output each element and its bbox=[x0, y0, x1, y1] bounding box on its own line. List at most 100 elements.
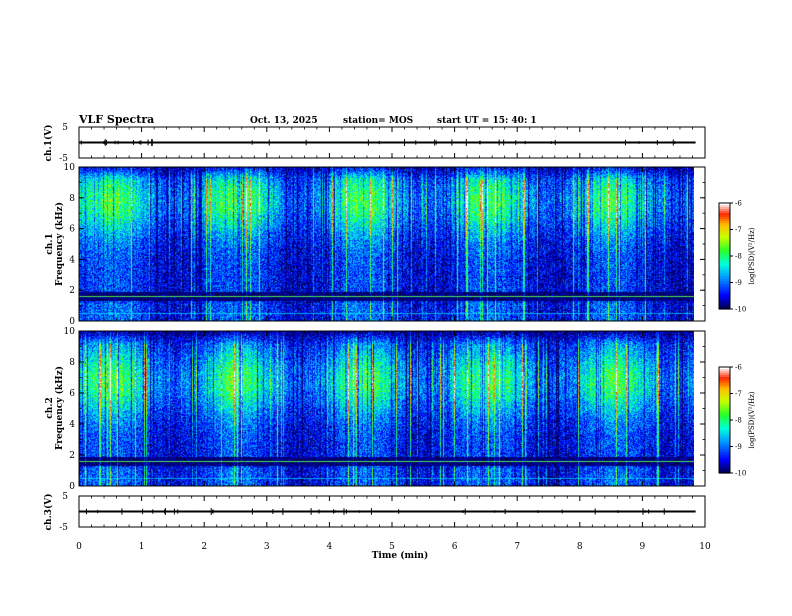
colorbar-cell bbox=[719, 237, 730, 240]
colorbar-cell bbox=[719, 463, 730, 466]
colorbar-cell bbox=[719, 417, 730, 420]
y-tick-label: 10 bbox=[64, 327, 76, 337]
colorbar-tick-label: -10 bbox=[735, 306, 746, 314]
colorbar-tick-label: -7 bbox=[735, 390, 742, 398]
colorbar-cell bbox=[719, 289, 730, 292]
ch1-waveform-ylabel: ch.1(V) bbox=[43, 125, 54, 162]
colorbar-cell bbox=[719, 369, 730, 372]
colorbar-cell bbox=[719, 379, 730, 382]
colorbar-cell bbox=[719, 461, 730, 464]
ch2-colorbar: -6 -7 -8 -9 -10 log(PSD)(V²/Hz) bbox=[718, 364, 756, 478]
x-tick-label: 5 bbox=[389, 542, 395, 552]
colorbar-cell bbox=[719, 291, 730, 294]
colorbar-cell bbox=[719, 285, 730, 288]
colorbar-cell bbox=[719, 469, 730, 472]
colorbar-cell bbox=[719, 223, 730, 226]
colorbar-cell bbox=[719, 295, 730, 298]
colorbar-cell bbox=[719, 453, 730, 456]
colorbar-cell bbox=[719, 235, 730, 238]
colorbar-cell bbox=[719, 281, 730, 284]
colorbar-cell bbox=[719, 263, 730, 266]
colorbar-cell bbox=[719, 257, 730, 260]
colorbar-tick-label: -9 bbox=[735, 443, 742, 451]
colorbar-cell bbox=[719, 249, 730, 252]
colorbar-cell bbox=[719, 449, 730, 452]
y-tick-label: 0 bbox=[69, 317, 75, 327]
y-tick-label: 4 bbox=[69, 255, 75, 265]
ch3-ytick-bottom: -5 bbox=[59, 523, 68, 533]
ch1-ytick-top: 5 bbox=[62, 123, 68, 133]
colorbar-cell bbox=[719, 297, 730, 300]
colorbar-label: log(PSD)(V²/Hz) bbox=[748, 227, 756, 284]
colorbar-cell bbox=[719, 383, 730, 386]
colorbar-cell bbox=[719, 371, 730, 374]
y-tick-label: 0 bbox=[69, 482, 75, 492]
colorbar-cell bbox=[719, 231, 730, 234]
ch1-frequency-label: Frequency (kHz) bbox=[54, 202, 65, 286]
colorbar-cell bbox=[719, 415, 730, 418]
colorbar-cell bbox=[719, 293, 730, 296]
colorbar-cell bbox=[719, 287, 730, 290]
colorbar-cell bbox=[719, 435, 730, 438]
y-tick-label: 2 bbox=[69, 286, 75, 296]
colorbar-cell bbox=[719, 387, 730, 390]
ch2-frequency-label: Frequency (kHz) bbox=[54, 366, 65, 450]
colorbar-cell bbox=[719, 211, 730, 214]
y-tick-label: 2 bbox=[69, 451, 75, 461]
ch1-spectrogram-ticks: 0 2 4 6 8 10 bbox=[64, 163, 706, 327]
ch1-waveform-ticks bbox=[78, 126, 706, 159]
x-tick-label: 10 bbox=[699, 542, 711, 552]
ch3-waveform-ticks bbox=[78, 495, 706, 528]
colorbar-cell bbox=[719, 419, 730, 422]
start-time-label: start UT = 15: 40: 1 bbox=[437, 116, 537, 126]
colorbar-tick-label: -8 bbox=[735, 253, 742, 261]
ch1-colorbar: -6 -7 -8 -9 -10 log(PSD)(V²/Hz) bbox=[718, 200, 756, 314]
colorbar-cell bbox=[719, 399, 730, 402]
colorbar-cell bbox=[719, 391, 730, 394]
colorbar-cell bbox=[719, 277, 730, 280]
colorbar-cell bbox=[719, 423, 730, 426]
colorbar-cell bbox=[719, 397, 730, 400]
colorbar-cell bbox=[719, 219, 730, 222]
colorbar-cell bbox=[719, 447, 730, 450]
x-tick-label: 9 bbox=[640, 542, 646, 552]
colorbar-cell bbox=[719, 441, 730, 444]
colorbar-cell bbox=[719, 471, 730, 474]
colorbar-cell bbox=[719, 217, 730, 220]
y-tick-label: 8 bbox=[69, 358, 75, 368]
ch2-spectrogram-ticks: 0 2 4 6 8 10 bbox=[64, 327, 706, 492]
x-tick-label: 7 bbox=[514, 542, 520, 552]
colorbar-cell bbox=[719, 445, 730, 448]
y-tick-label: 8 bbox=[69, 194, 75, 204]
colorbar-tick-label: -8 bbox=[735, 417, 742, 425]
colorbar-cell bbox=[719, 389, 730, 392]
colorbar-cell bbox=[719, 207, 730, 210]
colorbar-cell bbox=[719, 215, 730, 218]
colorbar-cell bbox=[719, 395, 730, 398]
colorbar-cell bbox=[719, 437, 730, 440]
time-axis-label: Time (min) bbox=[372, 550, 429, 561]
colorbar-cell bbox=[719, 431, 730, 434]
ch2-spectrogram-panel: 0 2 4 6 8 10 ch.2 Frequency (kHz) -6 -7 -8 -9 -10… bbox=[45, 327, 756, 492]
colorbar-cell bbox=[719, 381, 730, 384]
colorbar-cell bbox=[719, 439, 730, 442]
colorbar-cell bbox=[719, 403, 730, 406]
colorbar-cell bbox=[719, 271, 730, 274]
colorbar-cell bbox=[719, 425, 730, 428]
colorbar-cell bbox=[719, 243, 730, 246]
ch1-ytick-bottom: -5 bbox=[59, 154, 68, 164]
colorbar-cell bbox=[719, 267, 730, 270]
colorbar-cell bbox=[719, 455, 730, 458]
colorbar-cell bbox=[719, 279, 730, 282]
colorbar-cell bbox=[719, 241, 730, 244]
colorbar-cell bbox=[719, 245, 730, 248]
colorbar-cell bbox=[719, 405, 730, 408]
y-tick-label: 6 bbox=[69, 225, 75, 235]
colorbar-cell bbox=[719, 467, 730, 470]
colorbar-cell bbox=[719, 255, 730, 258]
ch3-waveform-panel: 5 -5 ch.3(V) bbox=[43, 492, 706, 533]
colorbar-cell bbox=[719, 247, 730, 250]
ch2-spectrogram-image bbox=[79, 331, 694, 486]
colorbar-cell bbox=[719, 213, 730, 216]
x-tick-label: 0 bbox=[76, 542, 82, 552]
